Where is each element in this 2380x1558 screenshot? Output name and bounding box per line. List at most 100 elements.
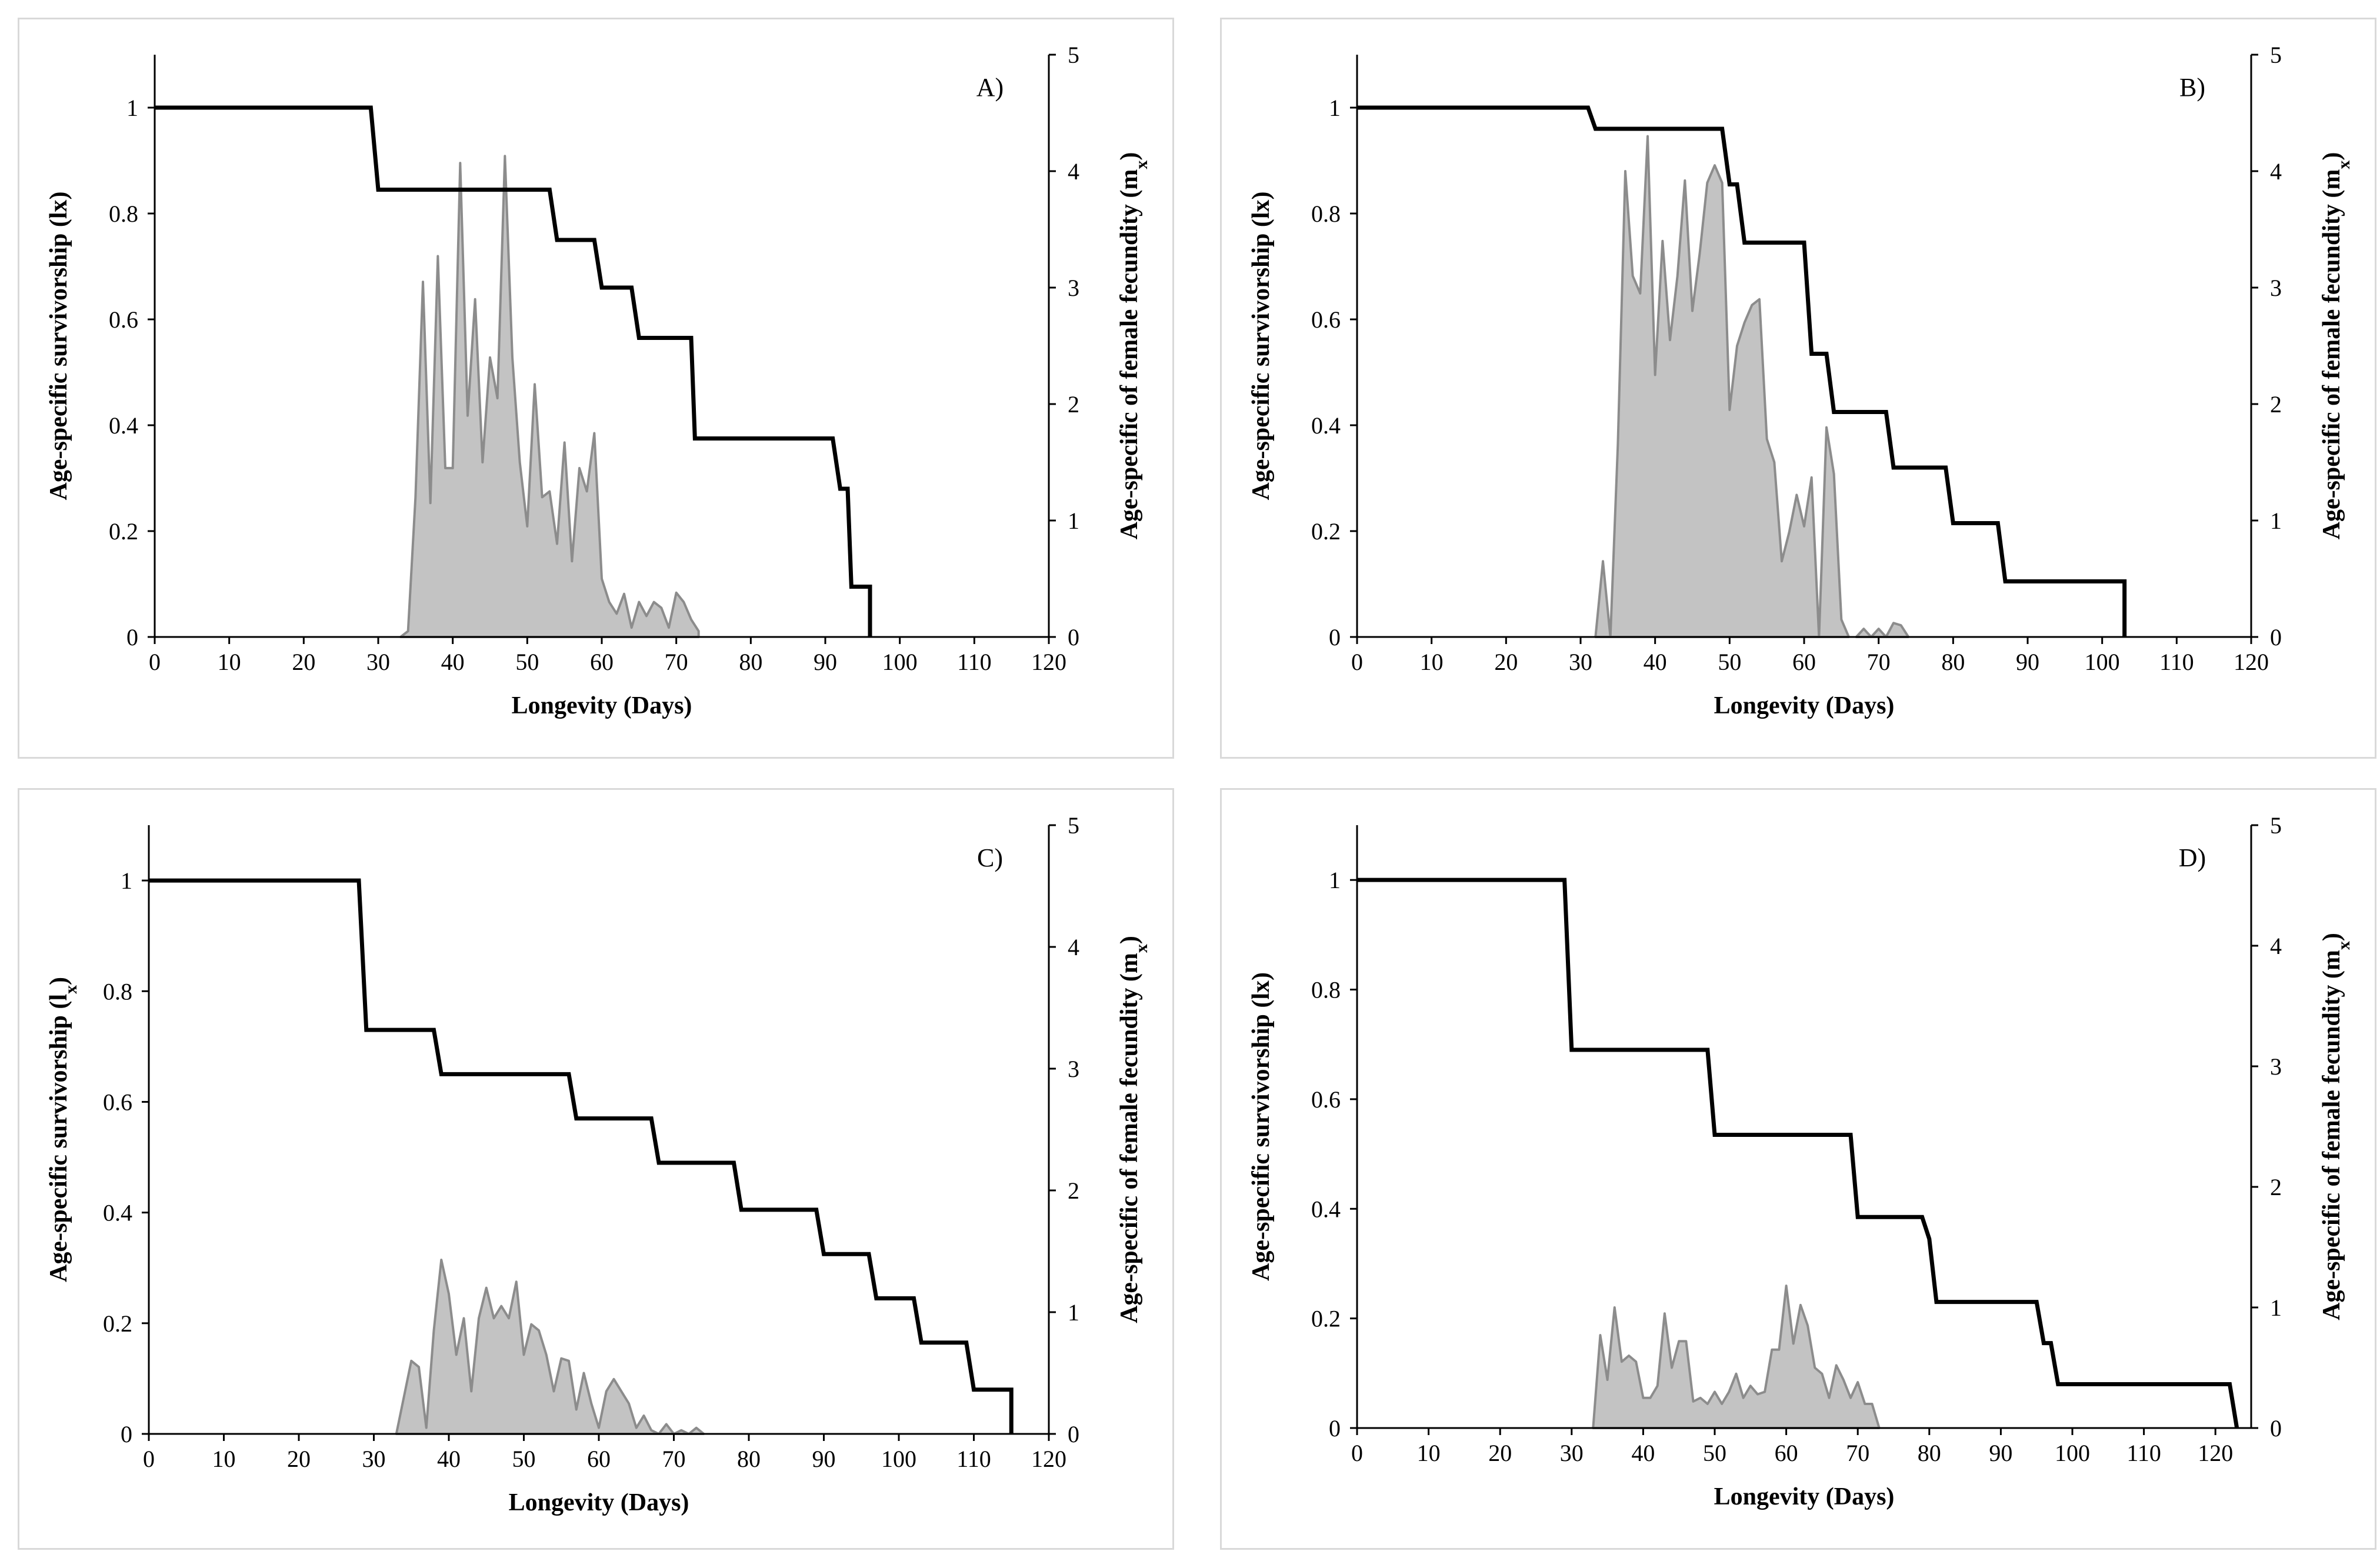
y-tick-label: 0 <box>121 1421 132 1447</box>
x-axis-title: Longevity (Days) <box>1714 1483 1895 1510</box>
y-tick-label: 0.8 <box>109 201 138 227</box>
chart-panel-c: 0 10 20 30 40 50 60 70 80 90 100 110 120 0 0.2 0.4 0.6 0.… <box>18 788 1174 1550</box>
x-tick-label: 60 <box>587 1446 611 1472</box>
y-tick-label: 0 <box>126 624 138 650</box>
y-tick-label: 0.2 <box>109 518 138 545</box>
panel-label: B) <box>2179 73 2205 102</box>
y2-tick-label: 1 <box>1068 508 1079 534</box>
y2-axis-title-end: ) <box>1116 152 1143 161</box>
y2-tick-label: 5 <box>1068 42 1079 68</box>
y2-tick-label: 1 <box>2270 1295 2282 1321</box>
y-tick-label: 0.8 <box>1311 201 1341 227</box>
y-axis-title: Age-specific survivorship (lx) <box>45 977 81 1282</box>
x-tick-label: 90 <box>814 649 837 675</box>
y-tick-label: 0 <box>1329 624 1341 650</box>
x-tick-label: 110 <box>957 649 992 675</box>
x-tick-label: 70 <box>662 1446 686 1472</box>
y-tick-label: 0.6 <box>1311 1086 1341 1113</box>
x-tick-label: 90 <box>812 1446 836 1472</box>
y2-axis-title: Age-specific of female fecundity (mx) <box>1116 936 1151 1323</box>
y2-axis-title-subscript: x <box>1132 161 1151 169</box>
x-tick-label: 120 <box>1031 1446 1066 1472</box>
x-tick-label: 30 <box>366 649 390 675</box>
x-tick-label: 110 <box>956 1446 991 1472</box>
x-tick-label: 120 <box>2234 649 2269 675</box>
chart-svg: 0 10 20 30 40 50 60 70 80 90 100 110 12000.20.40.60.… <box>45 42 1151 719</box>
x-tick-label: 40 <box>1631 1440 1655 1466</box>
y-tick-label: 1 <box>126 95 138 121</box>
y2-tick-label: 4 <box>1068 934 1079 960</box>
x-tick-label: 50 <box>1703 1440 1726 1466</box>
y-tick-label: 0.4 <box>1311 412 1341 439</box>
x-tick-label: 60 <box>1792 649 1816 675</box>
y2-axis-title-subscript: x <box>2334 941 2354 950</box>
x-tick-label: 0 <box>1351 1440 1363 1466</box>
x-tick-label: 40 <box>1644 649 1667 675</box>
y-axis-title-end: ) <box>45 977 72 985</box>
survivorship-line <box>1357 105 2127 637</box>
x-tick-label: 60 <box>590 649 614 675</box>
x-tick-label: 30 <box>1569 649 1592 675</box>
x-tick-label: 120 <box>1031 649 1066 675</box>
y-tick-label: 1 <box>1329 867 1341 893</box>
x-tick-label: 30 <box>362 1446 386 1472</box>
x-tick-label: 70 <box>665 649 688 675</box>
y2-tick-label: 4 <box>2270 933 2282 959</box>
chart-panel-d: 0 10 20 30 40 50 60 70 80 90 100 110 120 0 0.2 0.4 0.6 0.… <box>1220 788 2376 1550</box>
x-tick-label: 100 <box>881 1446 916 1472</box>
y2-tick-label: 3 <box>1068 275 1079 301</box>
x-tick-label: 20 <box>292 649 315 675</box>
y-tick-label: 0.2 <box>103 1310 132 1337</box>
y-axis-title: Age-specific survivorship (lx) <box>45 192 72 501</box>
x-tick-label: 50 <box>515 649 539 675</box>
chart-panel-b: 0 10 20 30 40 50 60 70 80 90 100 110 120 0 0.2 0.4 0.6 0.… <box>1220 18 2376 759</box>
y2-tick-label: 5 <box>1068 812 1079 839</box>
x-tick-label: 40 <box>441 649 465 675</box>
y-tick-label: 1 <box>121 868 132 894</box>
x-tick-label: 70 <box>1846 1440 1869 1466</box>
y2-tick-label: 2 <box>1068 391 1079 418</box>
y2-tick-label: 3 <box>2270 275 2282 301</box>
x-tick-label: 30 <box>1560 1440 1584 1466</box>
x-tick-label: 80 <box>739 649 762 675</box>
x-tick-label: 10 <box>218 649 241 675</box>
x-tick-label: 120 <box>2198 1440 2233 1466</box>
y-axis-title: Age-specific survivorship (lx) <box>1248 192 1275 501</box>
y2-tick-label: 0 <box>1068 624 1079 650</box>
y2-axis-title-subscript: x <box>2334 161 2354 169</box>
y2-tick-label: 2 <box>2270 391 2282 418</box>
y2-axis-title: Age-specific of female fecundity (mx) <box>2318 152 2354 540</box>
y2-tick-label: 0 <box>1068 1421 1079 1447</box>
x-tick-label: 0 <box>1351 649 1363 675</box>
y2-tick-label: 2 <box>1068 1177 1079 1204</box>
y2-tick-label: 0 <box>2270 624 2282 650</box>
survivorship-line <box>155 105 872 637</box>
x-tick-label: 80 <box>1941 649 1965 675</box>
y-tick-label: 0.4 <box>103 1200 132 1226</box>
y-tick-label: 1 <box>1329 95 1341 121</box>
x-tick-label: 80 <box>1918 1440 1941 1466</box>
y2-axis-title-end: ) <box>1116 936 1143 944</box>
x-tick-label: 50 <box>512 1446 536 1472</box>
x-tick-label: 90 <box>1989 1440 2012 1466</box>
fecundity-area-1 <box>399 155 700 638</box>
fecundity-area-2 <box>1855 622 1910 638</box>
y2-axis-title: Age-specific of female fecundity (mx) <box>1116 152 1151 540</box>
y2-tick-label: 3 <box>1068 1056 1079 1082</box>
y-tick-label: 0 <box>1329 1415 1341 1442</box>
y-tick-label: 0.4 <box>109 412 138 439</box>
chart-panel-a: 0 10 20 30 40 50 60 70 80 90 100 110 120 0 0.2 0.4 0.6 0.… <box>18 18 1174 759</box>
chart-svg: 0 10 20 30 40 50 60 70 80 90 100 110 12000.20.40.60.… <box>45 812 1151 1516</box>
x-tick-label: 100 <box>882 649 918 675</box>
y-tick-label: 0.6 <box>109 306 138 333</box>
chart-svg: 0 10 20 30 40 50 60 70 80 90 100 110 12000.20.40.60.… <box>1248 42 2354 719</box>
panel-label: A) <box>976 73 1004 102</box>
x-axis-title: Longevity (Days) <box>1714 692 1895 719</box>
y2-tick-label: 5 <box>2270 42 2282 68</box>
y2-tick-label: 5 <box>2270 812 2282 839</box>
x-tick-label: 50 <box>1718 649 1741 675</box>
y-tick-label: 0.6 <box>1311 306 1341 333</box>
y2-tick-label: 3 <box>2270 1053 2282 1080</box>
y-tick-label: 0.8 <box>1311 977 1341 1003</box>
x-axis-title: Longevity (Days) <box>509 1489 689 1516</box>
